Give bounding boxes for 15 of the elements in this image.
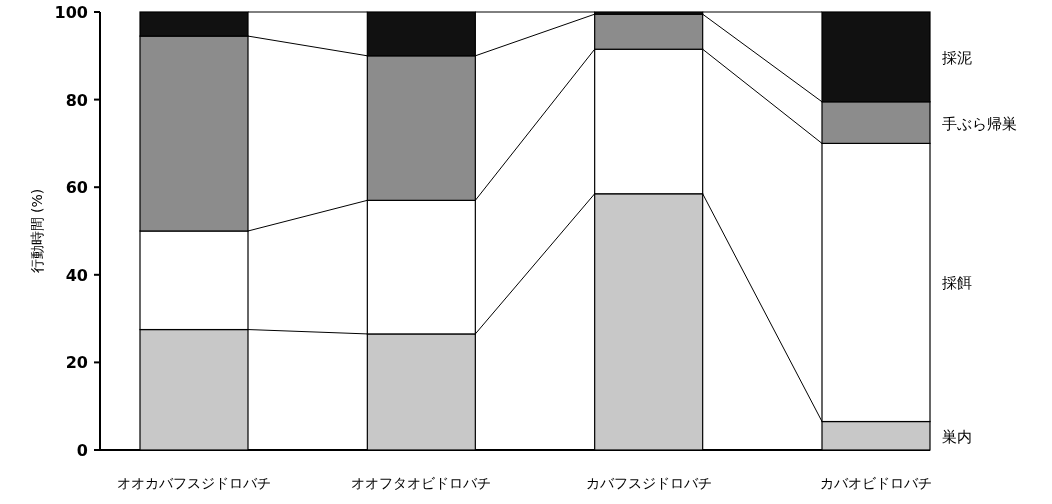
text: 巣内 xyxy=(942,427,972,446)
x-tick-label: オオフタオビドロバチ xyxy=(351,475,492,491)
y-tick-label: 0 xyxy=(76,441,88,460)
x-tick-label: カバフスジドロバチ xyxy=(585,475,712,491)
text: 手ぶら帰巣 xyxy=(942,114,1017,133)
y-tick-label: 80 xyxy=(65,90,88,110)
text: 採泥 xyxy=(942,48,972,67)
y-tick-label: 40 xyxy=(65,265,88,285)
x-tick-label: カバオビドロバチ xyxy=(820,475,932,491)
y-axis-title: 行動時間 (%) xyxy=(29,188,45,274)
x-tick-label: オオカバフスジドロバチ xyxy=(117,475,271,491)
y-tick-label: 60 xyxy=(65,178,88,198)
y-tick-label: 100 xyxy=(54,3,88,22)
y-tick-label: 20 xyxy=(65,353,88,373)
text: 採餌 xyxy=(942,274,972,293)
